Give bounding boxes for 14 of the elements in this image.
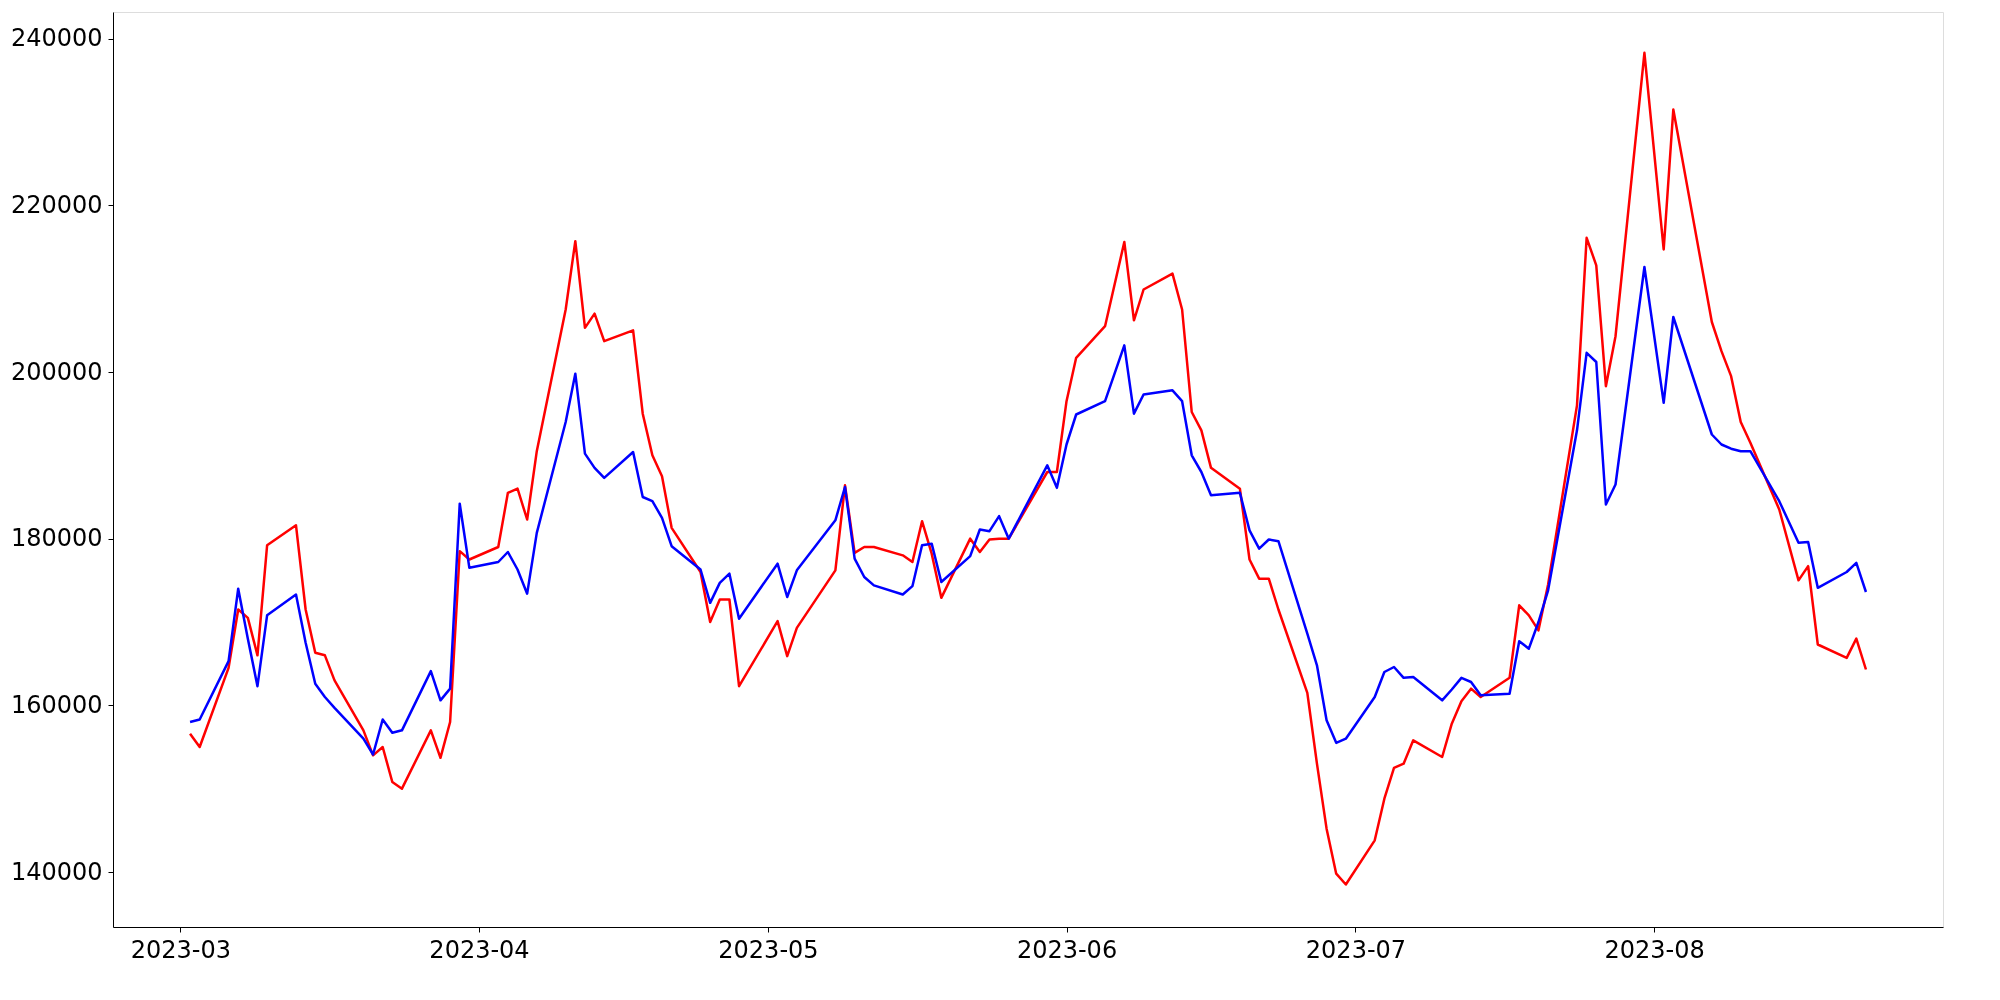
y-tick-label: 240000 [10, 24, 103, 53]
x-tick-label: 2023-05 [718, 935, 819, 964]
y-tick-label: 180000 [10, 524, 103, 553]
line-series [188, 265, 1868, 756]
y-tick-label: 200000 [10, 357, 103, 386]
x-tick-label: 2023-04 [429, 935, 530, 964]
y-tick-label: 220000 [10, 190, 103, 219]
x-tick-label: 2023-06 [1016, 935, 1118, 964]
x-tick-label: 2023-03 [130, 935, 232, 964]
line-series [188, 51, 1868, 886]
y-tick-label: 160000 [10, 690, 103, 719]
y-tick-label: 140000 [10, 857, 103, 886]
x-tick-label: 2023-08 [1604, 935, 1705, 964]
x-tick-label: 2023-07 [1305, 935, 1407, 964]
